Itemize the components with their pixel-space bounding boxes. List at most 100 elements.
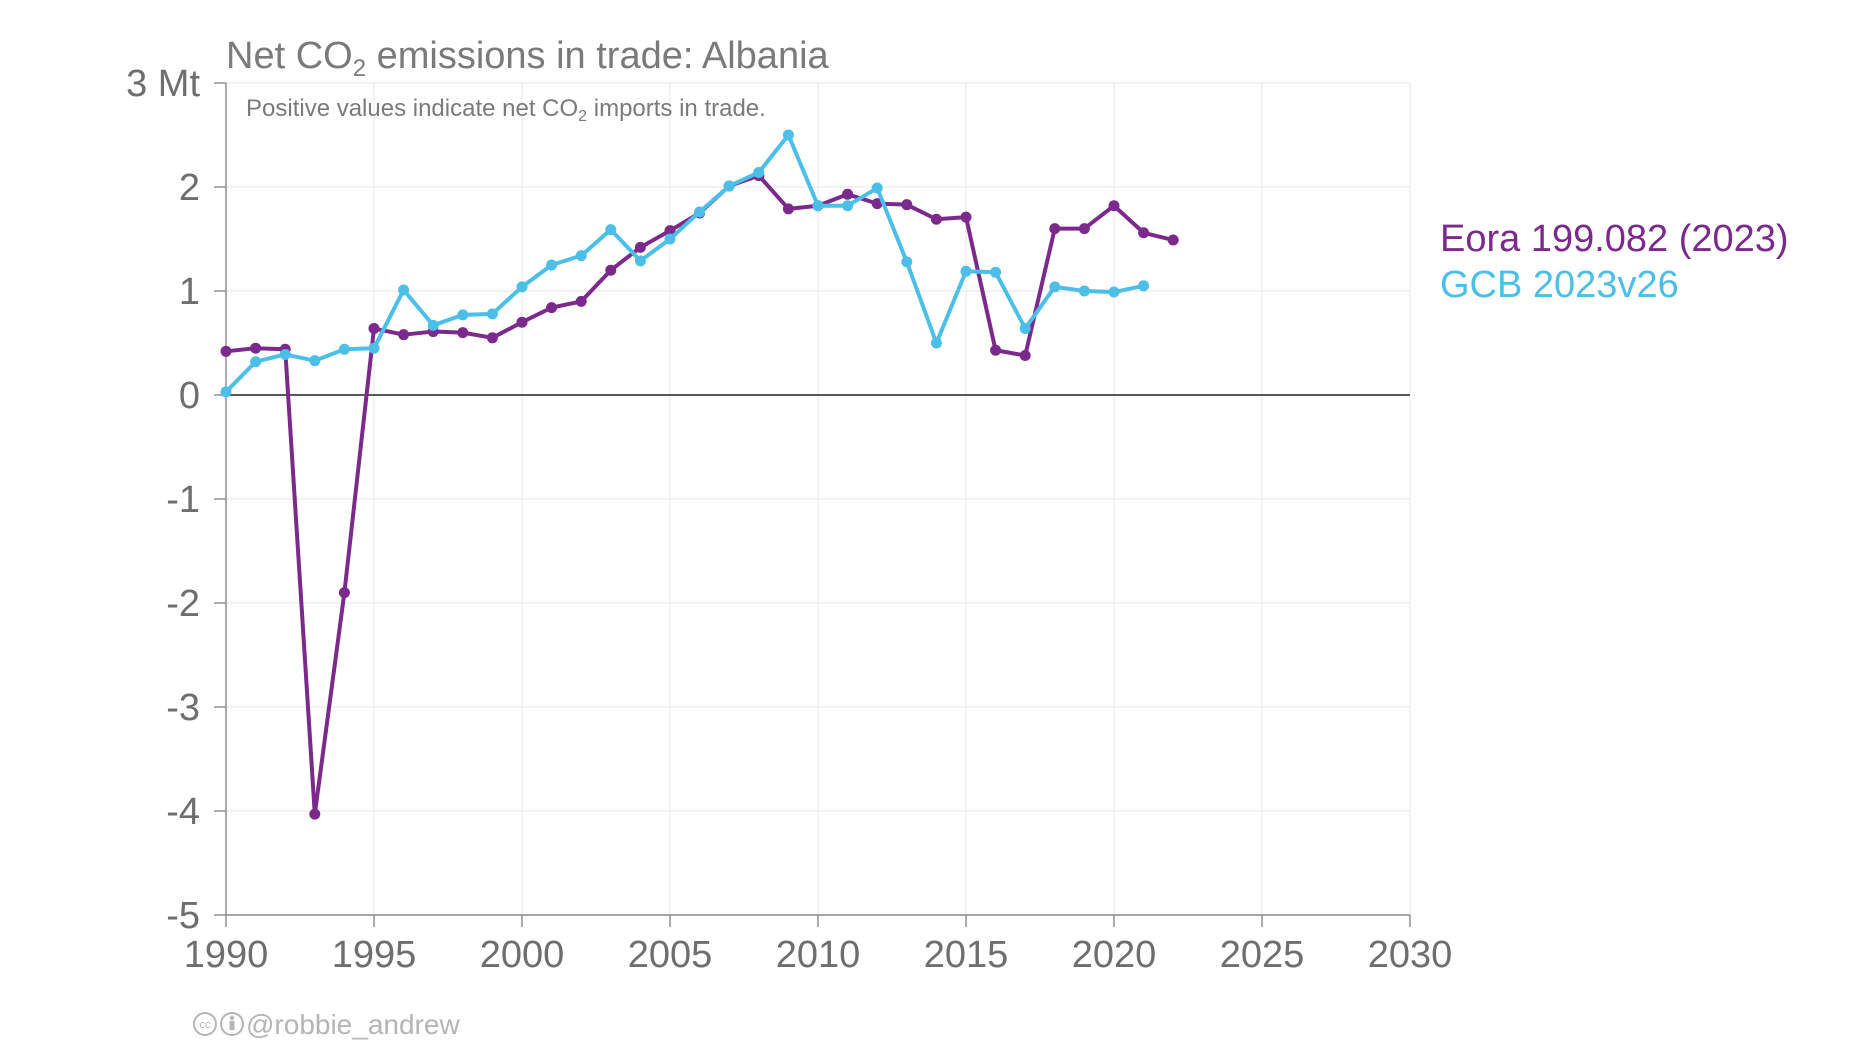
data-point: [1078, 285, 1090, 297]
data-point: [220, 345, 232, 357]
data-point: [871, 182, 883, 194]
y-tick-label: -5: [166, 895, 200, 937]
data-point: [634, 241, 646, 253]
data-point: [960, 211, 972, 223]
data-point: [605, 264, 617, 276]
subtitle-rest: imports in trade.: [587, 95, 766, 122]
data-point: [1019, 322, 1031, 334]
data-point: [1138, 227, 1150, 239]
data-point: [546, 302, 558, 314]
credit: cc @robbie_andrew: [193, 1009, 460, 1040]
legend-entry: GCB 2023v26: [1440, 264, 1679, 306]
data-point: [960, 265, 972, 277]
data-point: [664, 233, 676, 245]
data-point: [753, 166, 765, 178]
series-line: [225, 173, 1174, 817]
data-point: [338, 343, 350, 355]
y-tick-label: -2: [166, 583, 200, 625]
data-point: [279, 348, 291, 360]
x-tick-label: 1990: [184, 934, 269, 976]
svg-text:cc: cc: [200, 1019, 212, 1031]
x-tick-label: 2005: [628, 934, 713, 976]
data-point: [398, 329, 410, 341]
data-point: [1138, 280, 1150, 292]
data-point: [930, 337, 942, 349]
data-point: [1078, 223, 1090, 235]
data-point: [368, 322, 380, 334]
data-point: [575, 295, 587, 307]
data-point: [664, 225, 676, 237]
data-point: [990, 266, 1002, 278]
data-point: [1108, 286, 1120, 298]
subtitle-subscript: 2: [578, 108, 587, 125]
x-tick-label: 2000: [480, 934, 565, 976]
cc-icon: cc: [193, 1012, 217, 1036]
x-tick-label: 2030: [1368, 934, 1453, 976]
y-axis: 3 Mt 2 1 0 -1 -2 -3 -4 -5: [126, 63, 226, 937]
y-tick-label: -3: [166, 687, 200, 729]
attribution-icon: [220, 1012, 244, 1036]
data-point: [398, 284, 410, 296]
x-tick-label: 2010: [776, 934, 861, 976]
series-eora: [220, 170, 1179, 820]
data-point: [694, 206, 706, 218]
chart-title: Net CO2 emissions in trade: Albania: [226, 35, 830, 82]
data-point: [457, 309, 469, 321]
data-point: [309, 355, 321, 367]
data-point: [427, 319, 439, 331]
data-point: [516, 316, 528, 328]
data-point: [1049, 281, 1061, 293]
data-point: [546, 259, 558, 271]
data-point: [457, 327, 469, 339]
data-point: [220, 386, 232, 398]
x-tick-label: 2015: [924, 934, 1009, 976]
credit-handle: @robbie_andrew: [246, 1009, 460, 1040]
title-rest: emissions in trade: Albania: [366, 35, 829, 77]
y-tick-label: 2: [179, 167, 200, 209]
title-subscript: 2: [353, 55, 366, 82]
chart-subtitle: Positive values indicate net CO2 imports…: [246, 95, 766, 125]
data-point: [990, 344, 1002, 356]
data-point: [812, 200, 824, 212]
x-tick-label: 1995: [332, 934, 417, 976]
data-point: [368, 342, 380, 354]
series-gcb: [220, 129, 1150, 398]
data-point: [516, 281, 528, 293]
data-point: [782, 129, 794, 141]
x-tick-label: 2020: [1072, 934, 1157, 976]
y-tick-label: -1: [166, 479, 200, 521]
data-point: [1019, 349, 1031, 361]
data-point: [871, 198, 883, 210]
data-point: [930, 213, 942, 225]
data-point: [1049, 223, 1061, 235]
data-point: [605, 224, 617, 236]
y-tick-label: 0: [179, 375, 200, 417]
x-axis: 1990 1995 2000 2005 2010 2015 2020 2025 2030: [184, 915, 1453, 976]
series-layer: [220, 129, 1179, 820]
data-point: [250, 356, 262, 368]
legend-entry: Eora 199.082 (2023): [1440, 218, 1789, 260]
data-point: [901, 256, 913, 268]
data-point: [309, 808, 321, 820]
data-point: [842, 188, 854, 200]
data-point: [338, 587, 350, 599]
data-point: [250, 342, 262, 354]
data-point: [723, 180, 735, 192]
y-tick-label: 1: [179, 271, 200, 313]
data-point: [1108, 200, 1120, 212]
data-point: [486, 332, 498, 344]
data-point: [575, 250, 587, 262]
data-point: [486, 308, 498, 320]
data-point: [634, 255, 646, 267]
subtitle-main: Positive values indicate net CO: [246, 95, 578, 122]
title-main: Net CO: [226, 35, 353, 77]
data-point: [842, 200, 854, 212]
x-tick-label: 2025: [1220, 934, 1305, 976]
data-point: [1167, 234, 1179, 246]
y-tick-label: 3 Mt: [126, 63, 200, 105]
data-point: [782, 203, 794, 215]
data-point: [901, 199, 913, 211]
y-tick-label: -4: [166, 791, 200, 833]
legend: Eora 199.082 (2023)GCB 2023v26: [1440, 218, 1789, 306]
